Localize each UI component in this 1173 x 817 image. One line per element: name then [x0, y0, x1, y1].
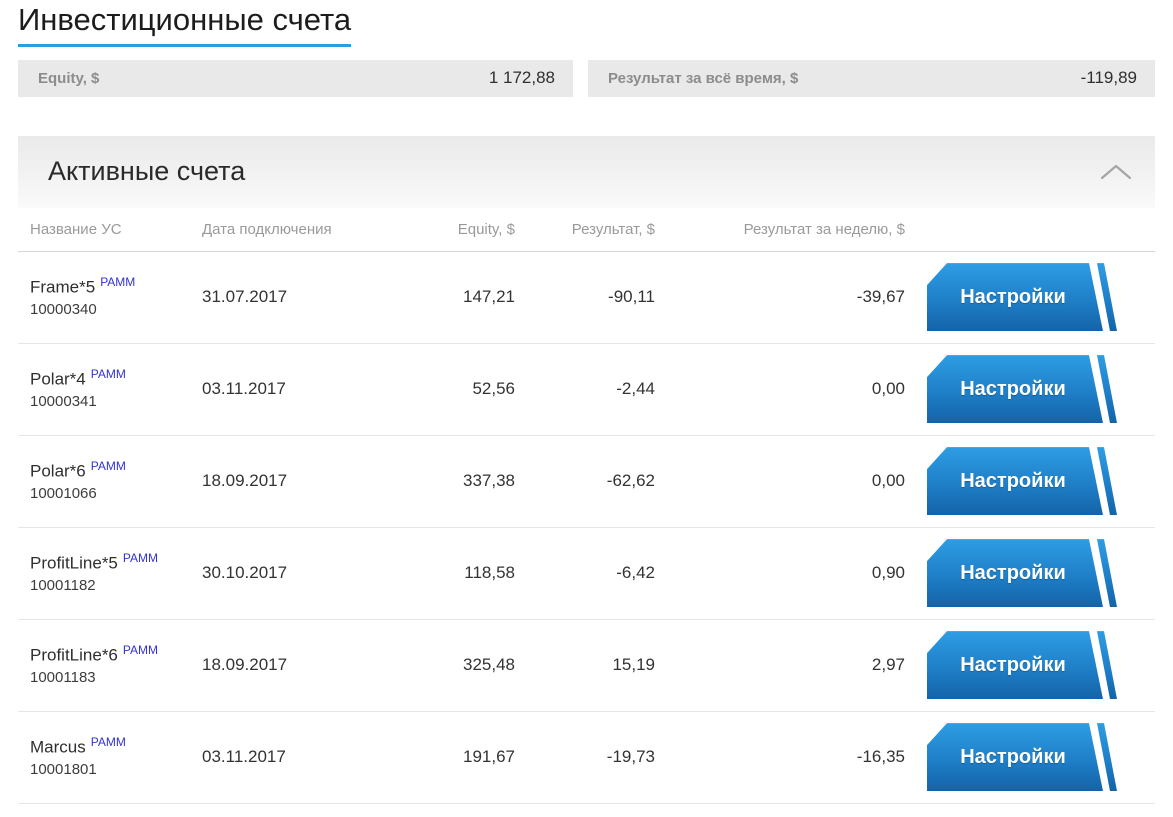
pamm-link[interactable]: PAMM: [122, 642, 158, 657]
settings-button[interactable]: Настройки: [927, 723, 1117, 792]
table-row: ProfitLine*6 PAMM 10001183 18.09.2017 325…: [18, 620, 1155, 712]
account-number: 10001182: [30, 576, 96, 594]
total-result-summary-value: -119,89: [1080, 68, 1137, 88]
account-name-cell: ProfitLine*5 PAMM 10001182: [30, 551, 202, 595]
settings-button-cell: Настройки: [905, 447, 1155, 516]
settings-button-cell: Настройки: [905, 263, 1155, 332]
connection-date: 31.07.2017: [202, 287, 288, 307]
total-result-summary-bar: Результат за всё время, $ -119,89: [588, 59, 1155, 97]
week-result-value: 2,97: [871, 655, 905, 675]
account-name-link[interactable]: Polar*4: [30, 369, 86, 389]
collapse-panel-button[interactable]: [1099, 162, 1133, 182]
connection-date: 18.09.2017: [202, 471, 288, 491]
equity-value: 191,67: [463, 747, 515, 767]
result-value: -62,62: [606, 471, 655, 491]
account-name-cell: Frame*5 PAMM 10000340: [30, 275, 202, 319]
table-body: Frame*5 PAMM 10000340 31.07.2017 147,21 -…: [18, 252, 1155, 804]
account-number: 10000340: [30, 300, 97, 318]
equity-summary-bar: Equity, $ 1 172,88: [18, 59, 573, 97]
table-row: Polar*4 PAMM 10000341 03.11.2017 52,56 -2…: [18, 344, 1155, 436]
settings-button-cell: Настройки: [905, 631, 1155, 700]
column-header-result: Результат, $: [571, 220, 655, 238]
table-row: ProfitLine*5 PAMM 10001182 30.10.2017 118…: [18, 528, 1155, 620]
result-value: -6,42: [616, 563, 655, 583]
account-number: 10000341: [30, 392, 97, 410]
active-accounts-panel-header[interactable]: Активные счета: [18, 135, 1155, 208]
settings-button-label: Настройки: [960, 377, 1066, 400]
column-header-equity: Equity, $: [457, 220, 515, 238]
settings-button[interactable]: Настройки: [927, 263, 1117, 332]
account-number: 10001801: [30, 760, 97, 778]
settings-button[interactable]: Настройки: [927, 355, 1117, 424]
chevron-up-icon: [1100, 164, 1132, 179]
week-result-value: -16,35: [856, 747, 905, 767]
account-number: 10001183: [30, 668, 96, 686]
table-row: Polar*6 PAMM 10001066 18.09.2017 337,38 -…: [18, 436, 1155, 528]
account-name-link[interactable]: ProfitLine*6: [30, 645, 118, 665]
settings-button-cell: Настройки: [905, 723, 1155, 792]
pamm-link[interactable]: PAMM: [122, 550, 158, 565]
equity-value: 118,58: [464, 563, 515, 583]
settings-button-label: Настройки: [960, 469, 1066, 492]
account-name-link[interactable]: ProfitLine*5: [30, 553, 118, 573]
equity-summary-label: Equity, $: [38, 69, 100, 87]
settings-button[interactable]: Настройки: [927, 447, 1117, 516]
week-result-value: 0,00: [871, 379, 905, 399]
settings-button-label: Настройки: [960, 285, 1066, 308]
account-name-link[interactable]: Polar*6: [30, 461, 86, 481]
settings-button-cell: Настройки: [905, 539, 1155, 608]
result-value: -19,73: [606, 747, 655, 767]
settings-button-cell: Настройки: [905, 355, 1155, 424]
summary-row: Equity, $ 1 172,88 Результат за всё врем…: [18, 59, 1155, 97]
connection-date: 03.11.2017: [202, 747, 286, 767]
week-result-value: -39,67: [856, 287, 905, 307]
connection-date: 30.10.2017: [202, 563, 288, 583]
settings-button[interactable]: Настройки: [927, 631, 1117, 700]
pamm-link[interactable]: PAMM: [90, 366, 126, 381]
account-name-cell: Polar*4 PAMM 10000341: [30, 367, 202, 411]
equity-value: 147,21: [463, 287, 515, 307]
week-result-value: 0,00: [871, 471, 905, 491]
settings-button-label: Настройки: [960, 745, 1066, 768]
panel-title: Активные счета: [48, 156, 246, 187]
column-header-date: Дата подключения: [202, 220, 332, 238]
result-value: -2,44: [616, 379, 655, 399]
result-value: 15,19: [612, 655, 655, 675]
column-header-week: Результат за неделю, $: [743, 220, 905, 238]
total-result-summary-label: Результат за всё время, $: [608, 69, 799, 87]
account-name-link[interactable]: Marcus: [30, 737, 86, 757]
active-accounts-panel: Активные счета Название УС Дата подключе…: [18, 135, 1155, 804]
account-name-cell: Polar*6 PAMM 10001066: [30, 459, 202, 503]
settings-button-label: Настройки: [960, 561, 1066, 584]
connection-date: 18.09.2017: [202, 655, 288, 675]
pamm-link[interactable]: PAMM: [100, 274, 136, 289]
table-header-row: Название УС Дата подключения Equity, $ Р…: [18, 208, 1155, 252]
account-name-link[interactable]: Frame*5: [30, 277, 96, 297]
column-header-name: Название УС: [30, 220, 122, 238]
week-result-value: 0,90: [871, 563, 905, 583]
result-value: -90,11: [608, 287, 655, 307]
settings-button-label: Настройки: [960, 653, 1066, 676]
account-name-cell: ProfitLine*6 PAMM 10001183: [30, 643, 202, 687]
equity-value: 337,38: [463, 471, 515, 491]
connection-date: 03.11.2017: [202, 379, 286, 399]
pamm-link[interactable]: PAMM: [90, 458, 126, 473]
account-number: 10001066: [30, 484, 97, 502]
equity-value: 325,48: [463, 655, 515, 675]
pamm-link[interactable]: PAMM: [90, 734, 126, 749]
table-row: Frame*5 PAMM 10000340 31.07.2017 147,21 -…: [18, 252, 1155, 344]
page-title: Инвестиционные счета: [18, 2, 352, 47]
account-name-cell: Marcus PAMM 10001801: [30, 735, 202, 779]
equity-value: 52,56: [472, 379, 515, 399]
settings-button[interactable]: Настройки: [927, 539, 1117, 608]
table-row: Marcus PAMM 10001801 03.11.2017 191,67 -1…: [18, 712, 1155, 804]
equity-summary-value: 1 172,88: [488, 68, 555, 88]
